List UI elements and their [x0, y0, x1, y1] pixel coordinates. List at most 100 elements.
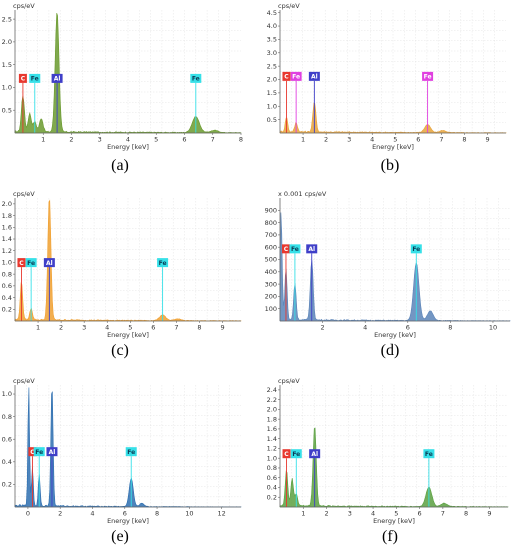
- y-tick-label: 1.2: [2, 247, 12, 255]
- x-tick-label: 6: [406, 324, 410, 332]
- element-badge-al: [306, 244, 318, 254]
- x-tick-label: 2: [324, 136, 328, 144]
- element-label-fe: Fe: [27, 260, 35, 267]
- x-tick-label: 8: [197, 324, 201, 332]
- x-tick-label: 2: [69, 136, 73, 144]
- x-tick-label: 2: [321, 324, 325, 332]
- y-tick-label: 1.2: [267, 445, 277, 453]
- y-tick-label: 1.0: [2, 259, 12, 267]
- panel-e: C Fe Al Fe0.20.40.60.81.00 2 4 6 8 10 12cps/eVEne…: [2, 377, 242, 545]
- grid: [15, 10, 241, 133]
- element-label-fe: Fe: [31, 76, 39, 83]
- y-tick-label: 0.2: [2, 481, 12, 489]
- panel-label: (b): [381, 157, 400, 174]
- x-tick-label: 2: [324, 510, 328, 518]
- y-tick-label: 1.4: [267, 435, 277, 443]
- element-label-fe: Fe: [292, 74, 300, 81]
- y-tick-label: 0.4: [2, 294, 12, 302]
- x-tick-label: 10: [185, 510, 193, 518]
- x-tick-label: 9: [485, 136, 489, 144]
- x-tick-label: 1: [301, 136, 305, 144]
- y-tick-label: 2.0: [2, 38, 12, 46]
- x-tick-label: 6: [123, 510, 127, 518]
- y-tick-label: 0.8: [2, 413, 12, 421]
- y-tick-label: 3.5: [267, 36, 277, 44]
- element-badge-al: [46, 447, 58, 457]
- y-tick-label: 600: [265, 243, 277, 251]
- element-label-fe: Fe: [192, 76, 200, 83]
- y-tick-label: 2.0: [2, 200, 12, 208]
- element-badge-c: [282, 71, 291, 81]
- panel-b: C Fe Al Fe0.51.01.52.02.53.03.54.04.51 2 3 4 5 6…: [267, 2, 507, 174]
- x-tick-label: 4: [126, 136, 130, 144]
- panel-label: (a): [111, 157, 129, 174]
- x-tick-label: 8: [464, 510, 468, 518]
- y-tick-label: 1.0: [2, 84, 12, 92]
- x-tick-label: 5: [393, 136, 397, 144]
- y-tick-label: 500: [265, 256, 277, 264]
- y-tick-label: 0.2: [267, 493, 277, 501]
- x-tick-label: 9: [220, 324, 224, 332]
- y-tick-label: 1.0: [267, 102, 277, 110]
- x-tick-label: 3: [347, 136, 351, 144]
- element-label-al: Al: [311, 451, 318, 458]
- element-badge-al: [309, 449, 321, 459]
- x-tick-label: 2: [59, 324, 63, 332]
- element-label-c: C: [19, 260, 24, 267]
- y-tick-label: 0.6: [2, 282, 12, 290]
- y-unit-label: cps/eV: [278, 377, 300, 385]
- y-tick-label: 0.4: [2, 458, 12, 466]
- element-label-fe: Fe: [291, 246, 299, 253]
- element-label-al: Al: [308, 246, 315, 253]
- spectrum-area: [279, 212, 511, 322]
- spectrum-area: [14, 199, 242, 322]
- x-axis-title: Energy [keV]: [372, 143, 414, 151]
- element-label-fe: Fe: [424, 74, 432, 81]
- x-tick-label: 4: [370, 136, 374, 144]
- element-badge-al: [308, 71, 320, 81]
- x-tick-label: 4: [371, 510, 375, 518]
- x-tick-label: 1: [301, 510, 305, 518]
- element-badge-fe: [33, 447, 45, 457]
- y-tick-label: 0.6: [267, 474, 277, 482]
- grid: [280, 198, 510, 321]
- x-tick-label: 5: [128, 324, 132, 332]
- element-label-fe: Fe: [425, 451, 433, 458]
- y-tick-label: 1.8: [267, 415, 277, 423]
- element-badge-fe: [29, 73, 41, 83]
- y-tick-label: 2.0: [267, 76, 277, 84]
- element-label-c: C: [284, 74, 289, 81]
- panel-c: C Fe Al Fe0.20.40.60.81.01.21.41.61.82.01 2 3…: [2, 190, 242, 359]
- y-tick-label: 1.0: [2, 390, 12, 398]
- x-tick-label: 0: [26, 510, 30, 518]
- x-tick-label: 7: [211, 136, 215, 144]
- element-label-c: C: [30, 449, 35, 456]
- x-axis-title: Energy [keV]: [374, 331, 416, 339]
- element-badge-fe: [190, 73, 202, 83]
- y-tick-label: 700: [265, 231, 277, 239]
- y-unit-label: cps/eV: [13, 2, 35, 10]
- x-axis-title: Energy [keV]: [107, 143, 149, 151]
- x-tick-label: 7: [441, 510, 445, 518]
- x-tick-label: 6: [418, 510, 422, 518]
- x-tick-label: 1: [36, 324, 40, 332]
- x-tick-label: 3: [82, 324, 86, 332]
- y-tick-label: 2.2: [267, 396, 277, 404]
- element-badge-c: [17, 258, 26, 268]
- panel-label: (d): [381, 342, 400, 359]
- element-badge-c: [282, 449, 291, 459]
- y-tick-label: 1.4: [2, 235, 12, 243]
- y-tick-label: 1.6: [2, 223, 12, 231]
- y-tick-label: 4.5: [267, 9, 277, 17]
- element-label-c: C: [284, 246, 289, 253]
- x-tick-label: 7: [439, 136, 443, 144]
- element-label-al: Al: [311, 74, 318, 81]
- y-tick-label: 0.6: [2, 435, 12, 443]
- y-tick-label: 0.8: [267, 464, 277, 472]
- y-tick-label: 1.8: [2, 212, 12, 220]
- element-label-fe: Fe: [292, 451, 300, 458]
- element-badge-fe: [25, 258, 37, 268]
- element-badge-c: [281, 244, 290, 254]
- element-label-al: Al: [46, 260, 53, 267]
